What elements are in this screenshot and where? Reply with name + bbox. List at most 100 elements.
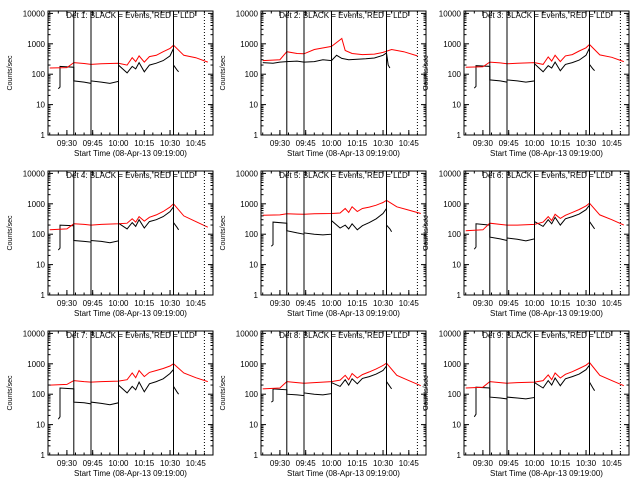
plot-frame bbox=[47, 330, 214, 456]
x-tick-label: 10:30 bbox=[373, 139, 394, 148]
y-axis-label: Counts/sec bbox=[220, 55, 227, 91]
y-tick-label: 1000 bbox=[27, 40, 45, 49]
x-tick-label: 10:30 bbox=[576, 299, 597, 308]
y-tick-label: 1 bbox=[457, 291, 462, 300]
y-axis-label: Counts/sec bbox=[423, 55, 430, 91]
y-tick-label: 10 bbox=[452, 101, 461, 110]
y-tick-label: 1000 bbox=[240, 200, 258, 209]
x-axis-label: Start Time (08-Apr-13 09:19:00) bbox=[490, 149, 603, 158]
x-tick-label: 10:30 bbox=[373, 299, 394, 308]
x-tick-label: 09:45 bbox=[83, 299, 104, 308]
x-tick-label: 10:15 bbox=[550, 459, 571, 468]
x-tick-label: 10:15 bbox=[134, 299, 155, 308]
x-tick-label: 10:45 bbox=[602, 299, 623, 308]
lld-series-line bbox=[465, 202, 625, 232]
x-axis-label: Start Time (08-Apr-13 09:19:00) bbox=[287, 309, 400, 318]
x-tick-label: 10:00 bbox=[108, 139, 129, 148]
lld-series-line bbox=[465, 43, 624, 68]
x-axis-label: Start Time (08-Apr-13 09:19:00) bbox=[287, 149, 400, 158]
y-axis-label: Counts/sec bbox=[7, 55, 14, 91]
x-tick-label: 10:00 bbox=[321, 299, 342, 308]
plot-frame bbox=[47, 10, 214, 136]
y-tick-label: 10 bbox=[36, 101, 45, 110]
panel-title: Det 4: BLACK = Events, RED = LLD bbox=[66, 171, 195, 180]
plot-frame bbox=[260, 170, 427, 296]
plot-frame bbox=[463, 330, 630, 456]
x-tick-label: 09:45 bbox=[296, 459, 317, 468]
x-tick-label: 09:30 bbox=[270, 459, 291, 468]
y-tick-label: 10000 bbox=[439, 329, 462, 338]
x-axis-label: Start Time (08-Apr-13 09:19:00) bbox=[287, 469, 400, 478]
x-tick-label: 10:30 bbox=[373, 459, 394, 468]
lld-series-line bbox=[262, 362, 421, 390]
y-axis-label: Counts/sec bbox=[7, 375, 14, 411]
x-axis-label: Start Time (08-Apr-13 09:19:00) bbox=[74, 469, 187, 478]
y-tick-label: 1 bbox=[41, 131, 46, 140]
y-tick-label: 10000 bbox=[23, 9, 46, 18]
detector-panel-5: 1 10 100 1000 10000 09:30 09:45 10:00 10:15 10:30… bbox=[220, 169, 427, 318]
y-tick-label: 10000 bbox=[439, 9, 462, 18]
y-axis-label: Counts/sec bbox=[423, 375, 430, 411]
x-tick-label: 09:30 bbox=[57, 459, 78, 468]
y-axis-label: Counts/sec bbox=[423, 215, 430, 251]
x-tick-label: 09:45 bbox=[499, 299, 520, 308]
y-tick-label: 1 bbox=[41, 291, 46, 300]
y-tick-label: 1 bbox=[254, 451, 259, 460]
x-tick-label: 10:15 bbox=[347, 459, 368, 468]
x-tick-label: 10:30 bbox=[576, 139, 597, 148]
y-tick-label: 1000 bbox=[443, 360, 461, 369]
x-tick-label: 10:45 bbox=[602, 459, 623, 468]
y-tick-label: 10000 bbox=[236, 169, 259, 178]
plot-frame bbox=[463, 10, 630, 136]
lld-series-line bbox=[49, 363, 208, 386]
y-tick-label: 100 bbox=[32, 70, 46, 79]
y-tick-label: 10 bbox=[452, 261, 461, 270]
y-axis-label: Counts/sec bbox=[220, 375, 227, 411]
panel-title: Det 7: BLACK = Events, RED = LLD bbox=[66, 331, 195, 340]
x-tick-label: 09:30 bbox=[473, 459, 494, 468]
x-tick-label: 10:15 bbox=[347, 299, 368, 308]
x-tick-label: 10:45 bbox=[186, 299, 207, 308]
y-tick-label: 10000 bbox=[439, 169, 462, 178]
x-tick-label: 09:30 bbox=[473, 299, 494, 308]
events-series-line bbox=[262, 52, 391, 69]
x-tick-label: 10:30 bbox=[160, 459, 181, 468]
panel-title: Det 5: BLACK = Events, RED = LLD bbox=[279, 171, 408, 180]
x-tick-label: 10:45 bbox=[186, 139, 207, 148]
y-tick-label: 100 bbox=[448, 70, 462, 79]
y-tick-label: 100 bbox=[245, 390, 259, 399]
detector-panel-8: 1 10 100 1000 10000 09:30 09:45 10:00 10:15 10:30… bbox=[220, 329, 427, 478]
y-tick-label: 1 bbox=[41, 451, 46, 460]
x-tick-label: 10:45 bbox=[399, 139, 420, 148]
x-tick-label: 10:15 bbox=[550, 299, 571, 308]
x-tick-label: 10:15 bbox=[550, 139, 571, 148]
x-tick-label: 10:00 bbox=[321, 459, 342, 468]
panel-title: Det 2: BLACK = Events, RED = LLD bbox=[279, 11, 408, 20]
y-axis-label: Counts/sec bbox=[7, 215, 14, 251]
y-tick-label: 1000 bbox=[443, 40, 461, 49]
plot-frame bbox=[47, 170, 214, 296]
x-tick-label: 09:30 bbox=[57, 299, 78, 308]
detector-panel-7: 1 10 100 1000 10000 09:30 09:45 10:00 10:15 10:30… bbox=[7, 329, 214, 478]
lld-series-line bbox=[49, 44, 208, 69]
y-tick-label: 1 bbox=[254, 291, 259, 300]
panel-title: Det 1: BLACK = Events, RED = LLD bbox=[66, 11, 195, 20]
x-tick-label: 09:45 bbox=[83, 459, 104, 468]
y-tick-label: 1000 bbox=[240, 40, 258, 49]
y-tick-label: 100 bbox=[245, 70, 259, 79]
y-tick-label: 10000 bbox=[23, 329, 46, 338]
x-tick-label: 10:00 bbox=[524, 299, 545, 308]
y-tick-label: 10 bbox=[249, 101, 258, 110]
x-tick-label: 09:45 bbox=[499, 459, 520, 468]
lld-series-line bbox=[49, 203, 209, 231]
detector-panel-2: 1 10 100 1000 10000 09:30 09:45 10:00 10:15 10:30… bbox=[220, 9, 427, 158]
y-tick-label: 10 bbox=[36, 261, 45, 270]
y-tick-label: 1 bbox=[457, 451, 462, 460]
panel-title: Det 3: BLACK = Events, RED = LLD bbox=[482, 11, 611, 20]
plot-frame bbox=[260, 10, 427, 136]
y-tick-label: 10 bbox=[452, 421, 461, 430]
lld-series-line bbox=[465, 361, 624, 389]
panel-title: Det 6: BLACK = Events, RED = LLD bbox=[482, 171, 611, 180]
y-tick-label: 1000 bbox=[240, 360, 258, 369]
